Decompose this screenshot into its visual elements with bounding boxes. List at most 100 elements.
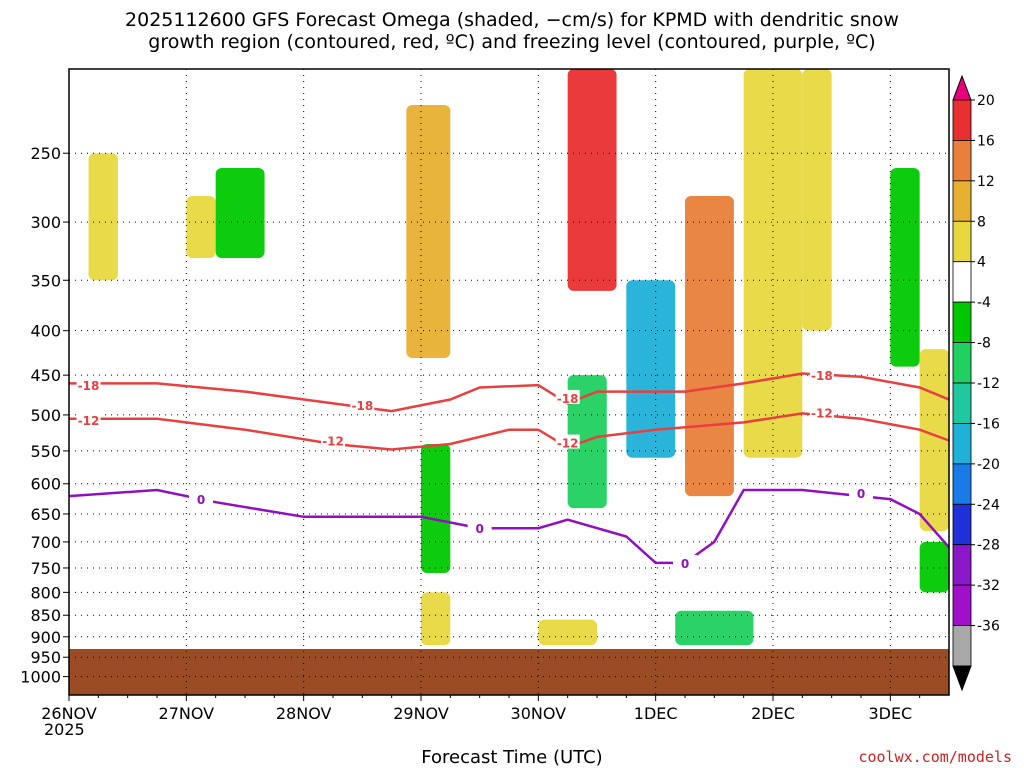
colorbar-label-9: -20 [977, 457, 1000, 473]
contour-label-5: -12 [322, 434, 344, 448]
y-tick-label-950: 950 [30, 648, 61, 667]
colorbar-label-3: 8 [977, 214, 986, 230]
y-tick-label-500: 500 [30, 406, 61, 425]
colorbar-segment-10 [952, 463, 972, 505]
contour-label-1: -18 [351, 399, 373, 413]
y-tick-label-800: 800 [30, 583, 61, 602]
y-tick-label-350: 350 [30, 271, 61, 290]
x-tick-label-7: 3DEC [868, 704, 912, 723]
x-tick-label-1: 27NOV [159, 704, 215, 723]
colorbar-segment-2 [952, 140, 972, 182]
colorbar-label-12: -32 [977, 578, 1000, 594]
y-tick-label-300: 300 [30, 213, 61, 232]
y-tick-label-650: 650 [30, 505, 61, 524]
contour-label-bg-1 [350, 396, 375, 411]
year-label: 2025 [44, 720, 85, 739]
contour-label-9: 0 [475, 522, 483, 536]
y-tick-label-1000: 1000 [20, 668, 61, 687]
omega-region-6 [567, 69, 617, 291]
colorbar-segment-1 [952, 99, 972, 141]
colorbar-label-8: -16 [977, 416, 1000, 432]
contour-label-bg-0 [76, 377, 101, 392]
contour-label-bg-11 [849, 485, 873, 500]
colorbar-segment-6 [952, 301, 972, 343]
colorbar-segment-3 [952, 180, 972, 222]
contour-label-bg-8 [189, 491, 213, 506]
y-tick-label-450: 450 [30, 366, 61, 385]
contour-label-11: 0 [857, 487, 865, 501]
y-tick-label-750: 750 [30, 559, 61, 578]
contour-label-bg-5 [321, 432, 345, 447]
y-axis: 250 300 350 400 450 500 550 600 650 700 750 800 850 9… [20, 144, 69, 687]
colorbar-label-6: -8 [977, 336, 991, 352]
omega-region-2 [215, 168, 265, 259]
contour-label-bg-7 [809, 404, 834, 419]
colorbar-segment-13 [952, 584, 972, 626]
ground-below-surface [69, 649, 949, 695]
contour-label-bg-10 [673, 554, 697, 569]
x-axis-title: Forecast Time (UTC) [421, 747, 603, 768]
contour-label-bg-6 [555, 434, 580, 449]
contour-label-10: 0 [681, 557, 689, 571]
y-tick-label-550: 550 [30, 442, 61, 461]
colorbar-segment-11 [952, 503, 972, 546]
x-tick-label-2: 28NOV [276, 704, 332, 723]
y-tick-label-900: 900 [30, 628, 61, 647]
x-tick-label-3: 29NOV [393, 704, 449, 723]
colorbar-segment-8 [952, 382, 972, 424]
contour-label-bg-3 [809, 367, 834, 382]
contour-label-8: 0 [197, 493, 205, 507]
contour-label-7: -12 [811, 407, 833, 421]
x-tick-label-4: 30NOV [511, 704, 567, 723]
colorbar-label-13: -36 [977, 619, 1000, 635]
y-tick-label-700: 700 [30, 533, 61, 552]
colorbar-label-5: -4 [977, 295, 991, 311]
omega-region-4 [421, 443, 451, 573]
colorbar-label-0: 20 [977, 93, 995, 109]
omega-region-3 [406, 104, 451, 358]
colorbar-label-11: -28 [977, 538, 1000, 554]
x-axis: 26NOV 27NOV 28NOV 29NOV 30NOV 1DEC 2DEC 3DEC [41, 695, 921, 723]
contour-lines: -18 -18 -18 -18 -12 -12 -12 -12 0 0 0 0 [68, 367, 950, 571]
omega-region-11 [675, 610, 754, 646]
omega-region-15 [919, 349, 949, 531]
contour-label-3: -18 [811, 369, 833, 383]
chart-title-line-1: 2025112600 GFS Forecast Omega (shaded, −… [125, 9, 899, 31]
contour-label-bg-2 [555, 389, 580, 404]
contour-label-bg-4 [76, 412, 101, 427]
y-tick-label-250: 250 [30, 144, 61, 163]
colorbar-segment-4 [952, 220, 972, 263]
x-tick-label-5: 1DEC [634, 704, 678, 723]
omega-region-8 [538, 619, 597, 646]
omega-region-1 [186, 196, 216, 259]
colorbar-segment-12 [952, 544, 972, 586]
omega-shading [88, 69, 949, 646]
omega-region-12 [743, 69, 803, 458]
omega-region-14 [890, 168, 920, 367]
colorbar-label-2: 12 [977, 174, 995, 190]
colorbar-top-arrow [952, 74, 972, 101]
omega-region-16 [919, 541, 949, 593]
contour-label-4: -12 [78, 414, 100, 428]
omega-region-9 [626, 280, 676, 458]
colorbar-label-7: -12 [977, 376, 1000, 392]
omega-region-13 [802, 69, 832, 331]
colorbar-label-1: 16 [977, 133, 995, 149]
x-tick-label-6: 2DEC [751, 704, 795, 723]
y-tick-label-600: 600 [30, 475, 61, 494]
contour-label-bg-9 [467, 520, 492, 535]
x-tick-label-0: 26NOV [41, 704, 97, 723]
colorbar-segment-5 [952, 261, 972, 303]
colorbar-segment-14 [952, 625, 972, 667]
contour-label-0: -18 [78, 379, 100, 393]
y-tick-label-850: 850 [30, 606, 61, 625]
colorbar: 20 16 12 8 4 -4 -8 -12 -16 -20 -24 -28 -32 -36 [952, 74, 1000, 692]
omega-region-10 [685, 196, 734, 497]
colorbar-label-4: 4 [977, 255, 986, 271]
y-tick-label-400: 400 [30, 322, 61, 341]
colorbar-label-10: -24 [977, 497, 1000, 513]
colorbar-segment-9 [952, 423, 972, 465]
omega-region-0 [88, 153, 118, 281]
contour-label-2: -18 [557, 392, 579, 406]
